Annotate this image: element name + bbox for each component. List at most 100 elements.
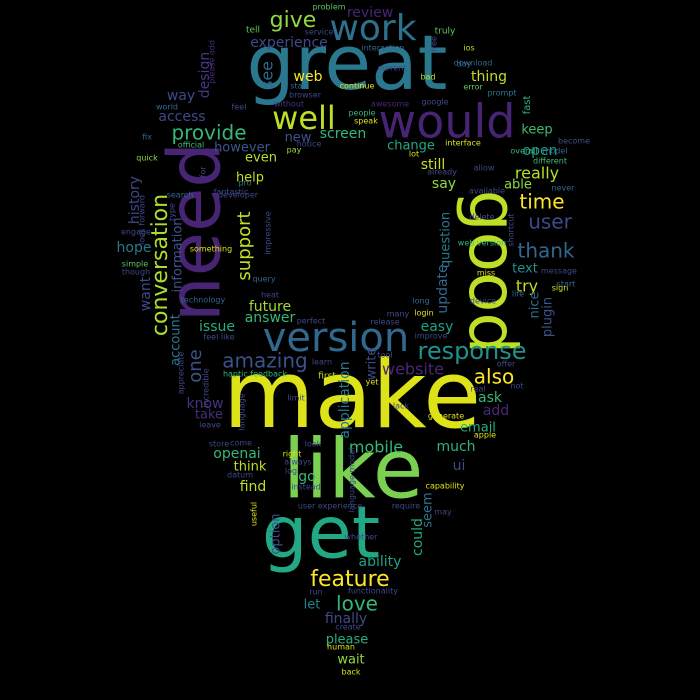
word-many: many <box>387 310 410 319</box>
word-group: make great like good need get would version work… <box>117 3 591 677</box>
word-find: find <box>240 479 267 495</box>
word-log: log <box>285 467 297 476</box>
word-yet: yet <box>366 378 379 387</box>
word-impressive: impressive <box>264 211 273 254</box>
word-allow: allow <box>474 164 495 173</box>
word-experience: experience <box>250 35 328 51</box>
word-go: go <box>298 469 315 485</box>
word-free: free <box>430 36 439 52</box>
word-developer: developer <box>218 191 259 200</box>
word-awesome: awesome <box>371 100 409 109</box>
word-answer: answer <box>245 310 296 326</box>
word-leave: leave <box>199 421 221 430</box>
word-well: well <box>272 99 336 137</box>
word-website: website <box>382 360 444 379</box>
word-for: for <box>199 166 208 178</box>
word-tool: tool <box>377 351 392 360</box>
word-capability: capability <box>426 482 465 491</box>
word-review: review <box>347 5 393 21</box>
word-haptic-feedback: haptic feedback <box>223 370 287 379</box>
word-amazing: amazing <box>222 349 307 373</box>
word-available: available <box>469 187 505 196</box>
word-user: user <box>528 210 572 234</box>
word-ask: ask <box>478 390 503 406</box>
word-screen: screen <box>320 126 367 142</box>
word-release: release <box>370 318 399 327</box>
word-thank: thank <box>517 239 574 263</box>
word-day: day <box>457 60 472 69</box>
word-improve: improve <box>415 332 448 341</box>
word-official: official <box>178 141 204 150</box>
word-option: option <box>269 513 284 554</box>
word-overall: overall <box>510 147 537 156</box>
word-whether: whether <box>345 533 379 542</box>
word-mobile: mobile <box>349 438 403 457</box>
word-people: people <box>348 109 375 118</box>
word-still: still <box>421 157 445 173</box>
word-email: email <box>460 421 496 436</box>
word-tell: tell <box>246 26 260 36</box>
word-think: think <box>234 460 267 475</box>
word-instead: instead <box>291 483 321 492</box>
word-require: require <box>392 502 421 511</box>
word-plugin: plugin <box>541 297 556 337</box>
word-functionality: functionality <box>348 587 398 596</box>
word-make: make <box>223 341 481 450</box>
word-appreciate: appreciate <box>177 352 186 395</box>
word-version: version <box>263 315 410 361</box>
word-response: response <box>417 337 526 365</box>
word-work: work <box>329 8 416 49</box>
word-useful: useful <box>250 502 259 526</box>
word-design: design <box>197 52 213 98</box>
word-limit: limit <box>287 394 305 403</box>
word-browser: browser <box>289 91 322 100</box>
word-simple: simple <box>122 260 148 269</box>
word-update: update <box>435 264 451 313</box>
word-continue: continue <box>340 82 375 91</box>
word-human: human <box>327 643 355 652</box>
word-language: language <box>238 393 247 430</box>
word-nice: nice <box>528 292 543 319</box>
word-interaction: interaction <box>361 44 404 53</box>
word-add: add <box>483 403 509 419</box>
word-pay: pay <box>287 146 302 155</box>
word-quick: quick <box>136 154 158 163</box>
word-download: download <box>454 59 493 68</box>
word-star: star <box>290 82 306 91</box>
word-first: first <box>318 372 336 382</box>
word-real: real <box>470 385 485 394</box>
word-feel: feel <box>232 103 247 112</box>
word-seem: seem <box>421 492 436 527</box>
word-see: see <box>258 61 277 89</box>
word-search: search <box>167 191 194 200</box>
word-type: type <box>168 203 177 221</box>
word-take: take <box>195 408 223 423</box>
word-speak: speak <box>354 117 378 126</box>
word-help: help <box>236 171 264 186</box>
word-application: application <box>337 361 353 438</box>
word-something: something <box>190 245 232 254</box>
word-great: great <box>247 18 448 107</box>
word-come: come <box>230 439 252 448</box>
word-incredible: incredible <box>202 368 211 407</box>
word-language-model: language model <box>348 448 357 513</box>
word-get: get <box>262 491 380 575</box>
word-really: really <box>515 164 559 183</box>
word-truly: truly <box>435 27 456 37</box>
word-finally: finally <box>325 611 367 627</box>
word-lot: lot <box>409 150 419 159</box>
word-feature: feature <box>310 567 389 592</box>
word-support: support <box>234 211 255 280</box>
word-miss: miss <box>477 269 495 278</box>
word-fantastic: fantastic <box>214 188 249 197</box>
word-run: run <box>309 588 322 597</box>
word-error: error <box>463 83 483 92</box>
word-user-experience: user experience <box>298 502 362 511</box>
word-good: good <box>454 190 531 355</box>
word-fix: fix <box>142 133 152 142</box>
word-information: information <box>171 217 186 292</box>
word-time: time <box>519 190 564 214</box>
word-device: device <box>470 297 496 306</box>
